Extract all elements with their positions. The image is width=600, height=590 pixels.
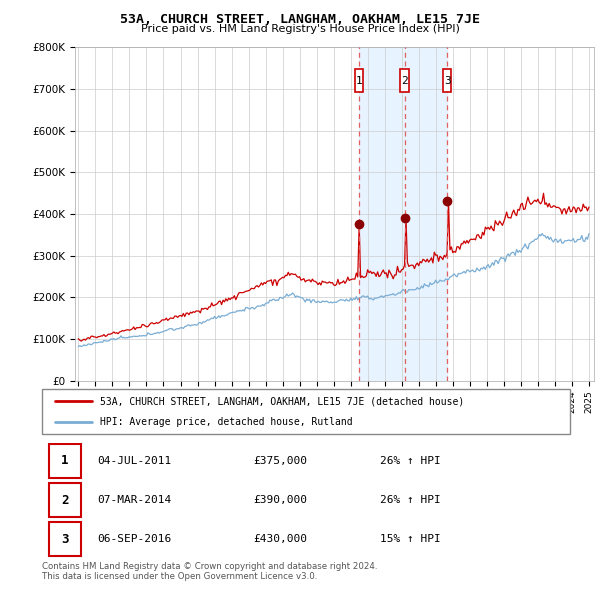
Text: 53A, CHURCH STREET, LANGHAM, OAKHAM, LE15 7JE (detached house): 53A, CHURCH STREET, LANGHAM, OAKHAM, LE1…: [100, 396, 464, 407]
Text: 53A, CHURCH STREET, LANGHAM, OAKHAM, LE15 7JE: 53A, CHURCH STREET, LANGHAM, OAKHAM, LE1…: [120, 13, 480, 26]
FancyBboxPatch shape: [400, 69, 409, 92]
Text: £375,000: £375,000: [253, 456, 307, 466]
FancyBboxPatch shape: [355, 69, 364, 92]
Text: £390,000: £390,000: [253, 495, 307, 505]
Text: Price paid vs. HM Land Registry's House Price Index (HPI): Price paid vs. HM Land Registry's House …: [140, 24, 460, 34]
Text: 1: 1: [356, 76, 362, 86]
Text: 1: 1: [61, 454, 68, 467]
Text: 2: 2: [61, 493, 68, 507]
Text: HPI: Average price, detached house, Rutland: HPI: Average price, detached house, Rutl…: [100, 417, 353, 427]
Text: 3: 3: [61, 533, 68, 546]
Text: £430,000: £430,000: [253, 534, 307, 544]
FancyBboxPatch shape: [443, 69, 451, 92]
Text: 3: 3: [444, 76, 451, 86]
Text: 15% ↑ HPI: 15% ↑ HPI: [380, 534, 440, 544]
Text: 07-MAR-2014: 07-MAR-2014: [97, 495, 172, 505]
Text: 2: 2: [401, 76, 408, 86]
Text: 06-SEP-2016: 06-SEP-2016: [97, 534, 172, 544]
Text: This data is licensed under the Open Government Licence v3.0.: This data is licensed under the Open Gov…: [42, 572, 317, 581]
Text: Contains HM Land Registry data © Crown copyright and database right 2024.: Contains HM Land Registry data © Crown c…: [42, 562, 377, 571]
FancyBboxPatch shape: [49, 483, 80, 517]
Text: 26% ↑ HPI: 26% ↑ HPI: [380, 456, 440, 466]
FancyBboxPatch shape: [42, 389, 570, 434]
Text: 04-JUL-2011: 04-JUL-2011: [97, 456, 172, 466]
FancyBboxPatch shape: [49, 522, 80, 556]
Text: 26% ↑ HPI: 26% ↑ HPI: [380, 495, 440, 505]
FancyBboxPatch shape: [49, 444, 80, 478]
Bar: [359, 47, 447, 381]
